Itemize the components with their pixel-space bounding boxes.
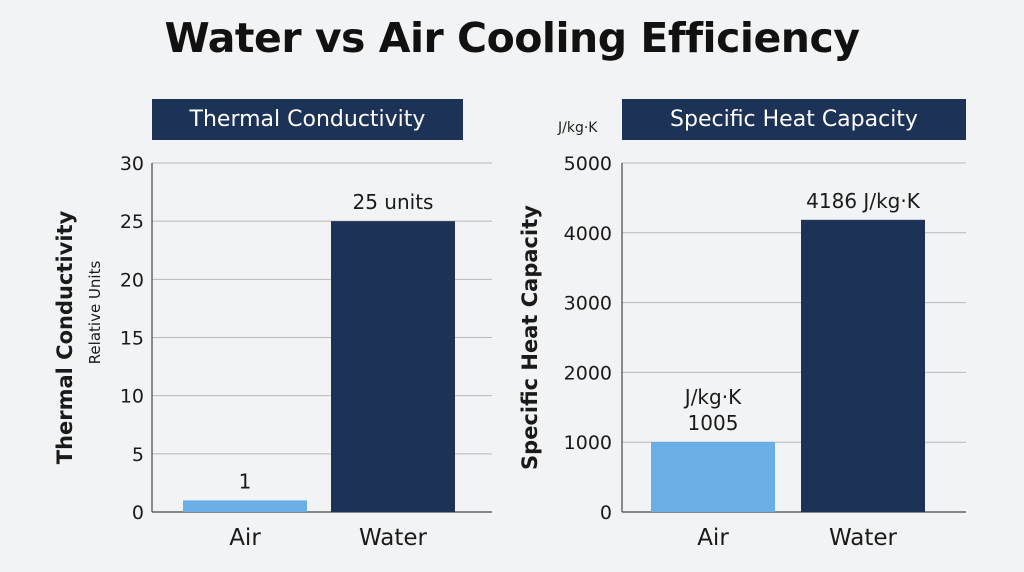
- shc-category-label-water: Water: [829, 525, 898, 551]
- tc-bar-water: [331, 221, 455, 512]
- shc-ytick-label: 1000: [564, 432, 612, 454]
- tc-bar-air: [183, 500, 307, 512]
- tc-ytick-label: 20: [120, 269, 144, 291]
- shc-data-label-air: J/kg·K: [683, 385, 742, 409]
- shc-category-label-air: Air: [697, 525, 729, 551]
- shc-bar-water: [801, 219, 925, 512]
- tc-ytick-label: 10: [120, 386, 144, 408]
- tc-ytick-label: 15: [120, 328, 144, 350]
- panel-title-specific-heat-capacity: Specific Heat Capacity: [622, 99, 966, 140]
- tc-ytick-label: 30: [120, 153, 144, 175]
- shc-ylabel: Specific Heat Capacity: [518, 205, 542, 470]
- unit-label-specific-heat: J/kg·K: [558, 120, 598, 136]
- shc-ytick-label: 2000: [564, 362, 612, 384]
- shc-ytick-label: 0: [600, 502, 612, 524]
- tc-category-label-air: Air: [229, 525, 261, 551]
- tc-ylabel: Thermal Conductivity: [53, 210, 77, 464]
- tc-category-label-water: Water: [359, 525, 428, 551]
- tc-data-label-water: 25 units: [353, 190, 434, 214]
- panel-title-thermal-conductivity: Thermal Conductivity: [152, 99, 463, 140]
- shc-ytick-label: 4000: [564, 223, 612, 245]
- tc-ytick-label: 0: [132, 502, 144, 524]
- chart-title: Water vs Air Cooling Efficiency: [164, 14, 860, 62]
- tc-ylabel-sub: Relative Units: [86, 261, 104, 365]
- shc-data-label-water: 4186 J/kg·K: [806, 189, 921, 213]
- tc-ytick-label: 5: [132, 444, 144, 466]
- shc-data-label-air: 1005: [688, 411, 739, 435]
- shc-ytick-label: 3000: [564, 293, 612, 315]
- shc-bar-air: [651, 441, 775, 512]
- shc-ytick-label: 5000: [564, 153, 612, 175]
- tc-ytick-label: 25: [120, 211, 144, 233]
- tc-data-label-air: 1: [239, 469, 252, 493]
